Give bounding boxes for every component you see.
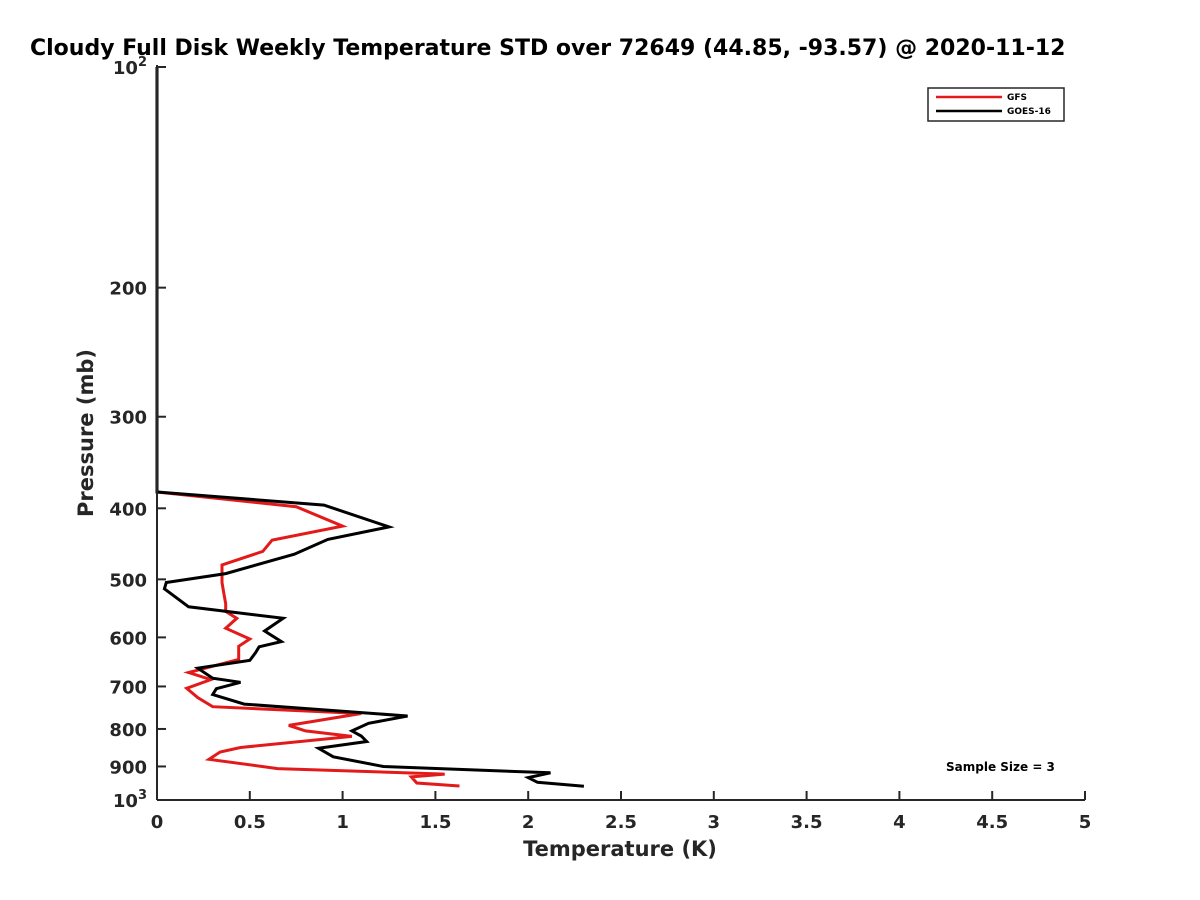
y-axis-label: Pressure (mb) [74,349,98,517]
y-tick-label: 500 [109,570,147,591]
x-axis-ticks: 0 0.5 1 1.5 2 2.5 3 3.5 4 4.5 5 [151,791,1092,833]
y-axis-ticks: 102 200 300 400 500 600 700 800 900 103 [109,55,166,812]
legend-label-goes16: GOES-16 [1007,107,1051,117]
y-tick-label: 102 [113,55,147,79]
series-line-gfs [155,67,460,788]
y-tick-label: 700 [109,677,147,698]
x-tick-label: 0.5 [234,812,266,833]
x-tick-label: 5 [1079,812,1092,833]
series-line-goes16 [155,67,585,788]
legend-box [927,87,1065,122]
y-tick-label: 600 [109,628,147,649]
y-tick-label: 103 [113,788,147,812]
y-tick-label: 900 [109,757,147,778]
legend: GFS GOES-16 [927,87,1065,122]
x-tick-label: 2.5 [605,812,637,833]
chart-title: Cloudy Full Disk Weekly Temperature STD … [30,36,1065,61]
x-tick-label: 1.5 [419,812,451,833]
x-tick-label: 0 [151,812,164,833]
y-tick-label: 400 [109,499,147,520]
x-tick-label: 1 [336,812,349,833]
series-layer [155,67,585,788]
y-tick-label: 200 [109,279,147,300]
x-axis-label: Temperature (K) [523,837,717,861]
x-tick-label: 2 [522,812,535,833]
x-tick-label: 3.5 [791,812,823,833]
x-tick-label: 3 [708,812,721,833]
y-tick-label: 800 [109,720,147,741]
legend-label-gfs: GFS [1007,93,1027,103]
x-tick-label: 4.5 [976,812,1008,833]
sample-size-annotation: Sample Size = 3 [946,760,1055,774]
x-tick-label: 4 [893,812,906,833]
y-tick-label: 300 [109,408,147,429]
